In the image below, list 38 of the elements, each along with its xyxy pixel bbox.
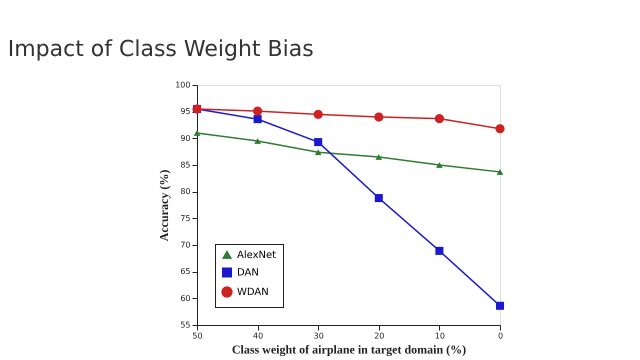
point — [254, 115, 262, 124]
x-tick-label: 20 — [374, 332, 384, 340]
x-tick-label: 40 — [253, 332, 264, 340]
point — [434, 114, 444, 124]
y-tick-label: 95 — [180, 107, 190, 116]
point — [314, 110, 323, 119]
point — [495, 124, 505, 134]
point — [436, 162, 443, 168]
y-tick-label: 60 — [180, 294, 190, 303]
legend-label: DAN — [237, 268, 259, 278]
point — [496, 169, 504, 175]
y-tick-label: 80 — [180, 187, 190, 196]
y-tick-label: 70 — [180, 240, 190, 250]
y-tick-label: 75 — [180, 214, 190, 223]
y-tick-label: 100 — [175, 80, 190, 90]
point — [314, 149, 322, 156]
point — [374, 112, 384, 122]
point — [252, 106, 262, 116]
y-tick-label: 55 — [180, 320, 190, 330]
legend-label: WDAN — [237, 287, 269, 298]
x-tick-label: 30 — [314, 332, 324, 340]
x-axis-title: Class weight of airplane in target domain (%) — [232, 342, 466, 356]
x-tick-label: 10 — [434, 332, 445, 340]
legend-label: AlexNet — [237, 250, 276, 261]
chart-title: Impact of Class Weight Bias — [8, 37, 314, 62]
x-tick-label: 0 — [498, 332, 504, 340]
point — [375, 154, 382, 160]
y-tick-label: 90 — [180, 134, 190, 143]
point — [496, 302, 504, 310]
point — [254, 138, 261, 144]
y-tick-label: 65 — [180, 267, 190, 276]
x-tick-label: 50 — [192, 332, 203, 340]
point — [435, 246, 444, 255]
point — [314, 138, 322, 146]
y-tick-label: 85 — [180, 160, 190, 170]
y-axis-title: Accuracy (%) — [157, 170, 172, 242]
point — [374, 194, 383, 202]
point — [194, 130, 200, 136]
